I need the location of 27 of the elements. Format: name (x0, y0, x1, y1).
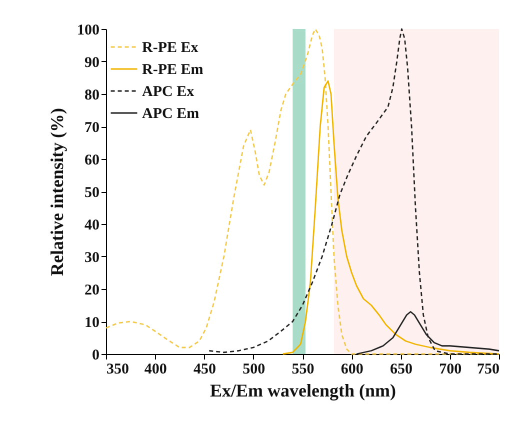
y-axis-title: Relative intensity (%) (47, 108, 67, 276)
x-axis-title: Ex/Em wavelength (nm) (210, 380, 396, 400)
x-tick-label: 450 (194, 362, 216, 378)
x-tick-label: 650 (390, 362, 412, 378)
y-tick-label: 100 (77, 22, 100, 38)
legend-label: APC Ex (142, 84, 195, 100)
y-tick-label: 80 (84, 88, 100, 104)
x-tick-label: 350 (106, 362, 129, 378)
y-tick-label: 50 (84, 185, 100, 201)
x-tick-label: 600 (340, 362, 364, 378)
legend-label: R-PE Ex (142, 40, 199, 56)
x-tick-label: 700 (439, 362, 462, 378)
x-tick-label: 550 (292, 362, 314, 378)
legend-label: R-PE Em (142, 62, 204, 78)
y-tick-label: 40 (84, 218, 100, 234)
y-tick-label: 30 (84, 250, 100, 266)
y-tick-label: 60 (84, 152, 100, 168)
legend-label: APC Em (142, 106, 200, 122)
x-tick-label: 500 (242, 362, 266, 378)
x-tick-label: 400 (144, 362, 167, 378)
y-tick-label: 0 (92, 348, 100, 364)
y-tick-label: 90 (84, 55, 100, 71)
x-tick-label: 750 (477, 362, 500, 378)
y-tick-label: 20 (84, 282, 100, 298)
y-tick-label: 70 (84, 120, 100, 136)
line-series (282, 80, 500, 355)
y-tick-label: 10 (84, 315, 100, 331)
